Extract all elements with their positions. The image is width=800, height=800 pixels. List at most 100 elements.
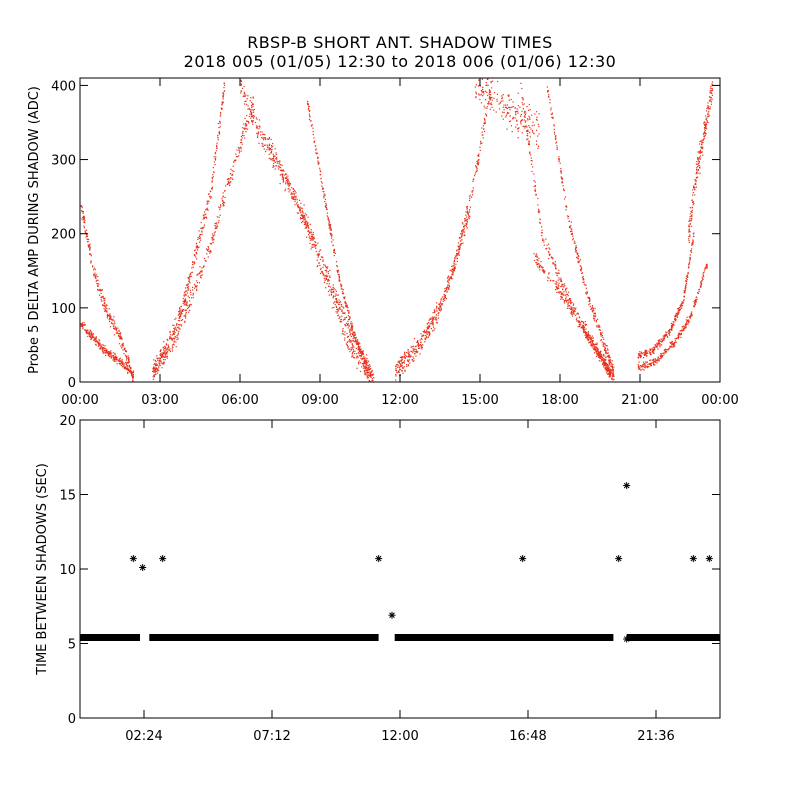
amp-point xyxy=(369,374,371,376)
amp-point xyxy=(122,349,124,351)
amp-point xyxy=(709,106,711,108)
amp-point xyxy=(572,304,574,306)
amp-point xyxy=(498,103,500,105)
amp-point xyxy=(321,185,323,187)
amp-point xyxy=(309,115,311,117)
amp-point xyxy=(112,359,114,361)
amp-point xyxy=(555,283,557,285)
amp-point xyxy=(343,293,345,295)
amp-point xyxy=(520,82,522,84)
amp-point xyxy=(309,232,311,234)
interval-point xyxy=(129,555,137,563)
amp-point xyxy=(663,335,665,337)
amp-point xyxy=(711,92,713,94)
amp-point xyxy=(471,194,474,196)
bottom-y-tick-label: 5 xyxy=(68,638,76,653)
amp-point xyxy=(582,327,584,329)
amp-point xyxy=(471,191,473,193)
amp-point xyxy=(329,276,331,278)
amp-point xyxy=(83,217,85,219)
amp-point xyxy=(159,358,161,360)
amp-point xyxy=(256,118,258,120)
amp-point xyxy=(90,255,92,257)
amp-point xyxy=(680,304,682,306)
amp-point xyxy=(679,330,681,332)
amp-point xyxy=(401,358,403,360)
amp-point xyxy=(708,100,711,102)
amp-point xyxy=(97,340,99,342)
amp-point xyxy=(699,282,702,284)
amp-point xyxy=(217,134,219,137)
amp-point xyxy=(565,206,567,208)
amp-point xyxy=(707,115,709,118)
amp-point xyxy=(703,132,705,134)
amp-point xyxy=(244,93,246,95)
top-panel-probe5-amp: 00:00 03:00 06:00 09:00 12:00 15:00 18:00 21:00… xyxy=(27,77,739,408)
amp-point xyxy=(307,225,309,227)
amp-point xyxy=(335,299,338,301)
amp-point xyxy=(687,323,689,325)
amp-point xyxy=(266,146,269,148)
amp-point xyxy=(677,335,679,337)
amp-point xyxy=(671,326,673,328)
amp-point xyxy=(421,335,423,337)
amp-point xyxy=(501,115,503,117)
amp-point xyxy=(556,281,558,284)
amp-point xyxy=(336,294,338,296)
amp-point xyxy=(340,305,342,307)
amp-point xyxy=(663,349,665,351)
amp-point xyxy=(429,323,431,325)
amp-point xyxy=(693,306,696,308)
amp-point xyxy=(482,90,484,92)
amp-point xyxy=(209,242,211,245)
amp-point xyxy=(329,232,331,234)
amp-point xyxy=(341,304,343,306)
amp-point xyxy=(642,365,644,368)
amp-point xyxy=(307,216,309,218)
amp-point xyxy=(90,330,92,332)
amp-point xyxy=(459,244,461,246)
amp-point xyxy=(358,350,361,352)
amp-point xyxy=(158,369,160,372)
amp-point xyxy=(207,209,209,211)
amp-point xyxy=(649,359,651,362)
amp-point xyxy=(666,334,668,336)
amp-point xyxy=(268,138,270,140)
amp-point xyxy=(658,341,660,343)
amp-point xyxy=(415,355,417,357)
amp-point xyxy=(538,267,540,269)
amp-point xyxy=(493,97,495,99)
amp-point xyxy=(575,251,577,253)
amp-point xyxy=(127,359,130,361)
amp-point xyxy=(468,215,470,217)
amp-point xyxy=(607,367,610,369)
amp-point xyxy=(337,308,339,310)
amp-point xyxy=(244,128,246,130)
amp-point xyxy=(328,283,330,285)
amp-point xyxy=(363,358,365,360)
amp-point xyxy=(103,304,105,306)
amp-point xyxy=(596,348,598,350)
amp-point xyxy=(238,149,240,151)
amp-point xyxy=(315,241,317,243)
amp-point xyxy=(608,376,610,378)
amp-point xyxy=(336,298,338,300)
amp-point xyxy=(545,238,547,240)
amp-point xyxy=(441,304,443,306)
amp-point xyxy=(432,330,434,332)
bottom-x-tick-label: 12:00 xyxy=(381,729,418,744)
amp-point xyxy=(325,266,327,268)
amp-point xyxy=(241,80,243,82)
amp-point xyxy=(179,320,181,322)
amp-point xyxy=(319,169,321,171)
amp-point xyxy=(159,360,161,362)
amp-point xyxy=(671,329,673,331)
amp-point xyxy=(404,357,406,359)
amp-point xyxy=(404,356,406,358)
amp-point xyxy=(307,109,310,111)
amp-point xyxy=(97,276,99,278)
amp-point xyxy=(454,258,456,260)
amp-point xyxy=(194,254,196,256)
amp-point xyxy=(238,152,240,154)
amp-point xyxy=(217,122,219,125)
